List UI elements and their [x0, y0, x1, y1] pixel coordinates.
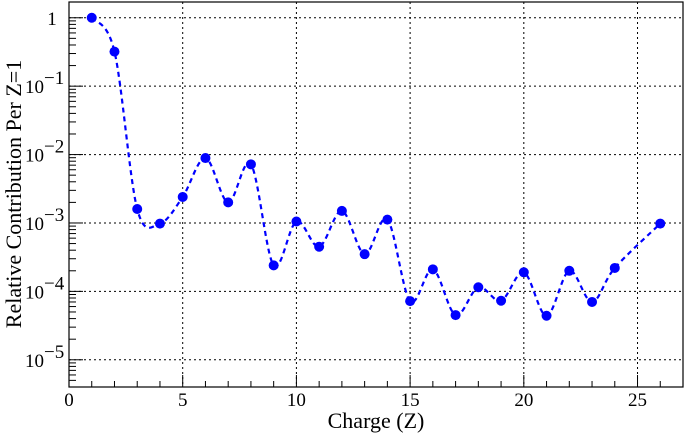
data-point [473, 282, 484, 293]
x-tick-label: 25 [628, 390, 647, 411]
data-point [245, 159, 256, 170]
data-point [109, 46, 120, 57]
y-tick-label-exponent: −5 [44, 342, 64, 363]
y-axis-title: Relative Contribution Per Z=1 [1, 60, 26, 328]
data-point [382, 214, 393, 225]
x-tick-labels: 0 5 10 15 20 25 [64, 390, 647, 411]
data-point [518, 267, 529, 278]
y-tick-label-exponent: −4 [44, 273, 65, 294]
y-tick-label: 10 −3 [25, 205, 64, 235]
y-tick-label-exponent: −3 [44, 205, 64, 226]
y-tick-label: 10 −5 [25, 342, 64, 372]
y-tick-label-base: 10 [25, 146, 44, 167]
data-point [496, 295, 507, 306]
y-tick-label-base: 10 [25, 282, 44, 303]
data-point [154, 218, 165, 229]
data-point [86, 12, 97, 23]
y-tick-label: 1 [47, 9, 57, 30]
data-point [564, 265, 575, 276]
data-point [609, 262, 620, 273]
data-point [359, 249, 370, 260]
data-points [86, 12, 666, 321]
y-tick-label-base: 10 [25, 351, 44, 372]
data-point [177, 191, 188, 202]
y-tick-label: 10 −4 [25, 273, 65, 303]
x-tick-label: 0 [64, 390, 74, 411]
data-point [336, 205, 347, 216]
data-point [268, 260, 279, 271]
x-tick-label: 15 [401, 390, 420, 411]
data-point [587, 296, 598, 307]
data-point [314, 241, 325, 252]
data-point [450, 310, 461, 321]
data-point [405, 296, 416, 307]
grid-lines [69, 2, 683, 387]
y-tick-label-base: 1 [47, 9, 57, 30]
x-tick-label: 10 [287, 390, 306, 411]
y-tick-label-exponent: −2 [44, 137, 64, 158]
data-point [655, 218, 666, 229]
y-tick-label-exponent: −1 [44, 68, 64, 89]
y-tick-label-base: 10 [25, 214, 44, 235]
y-tick-label-base: 10 [25, 77, 44, 98]
x-tick-label: 20 [514, 390, 533, 411]
x-axis-title: Charge (Z) [328, 408, 425, 433]
axis-ticks [68, 17, 684, 388]
data-point [223, 197, 234, 208]
data-point [541, 310, 552, 321]
plot-frame [68, 1, 684, 388]
x-tick-label: 5 [178, 390, 188, 411]
data-point [427, 264, 438, 275]
series-line [90, 17, 662, 317]
data-point [132, 204, 143, 215]
y-tick-labels: 110−110−210−310−410−5 [25, 9, 65, 372]
data-point [200, 153, 211, 164]
y-tick-label: 10 −2 [25, 137, 64, 167]
data-point [291, 216, 302, 227]
y-tick-label: 10 −1 [25, 68, 64, 98]
